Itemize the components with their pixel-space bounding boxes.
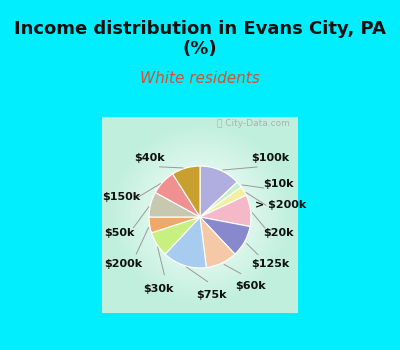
Text: $60k: $60k xyxy=(236,281,266,290)
Wedge shape xyxy=(200,217,250,254)
Text: $200k: $200k xyxy=(104,259,143,269)
Wedge shape xyxy=(200,195,251,226)
Wedge shape xyxy=(173,166,200,217)
Wedge shape xyxy=(149,217,200,233)
Wedge shape xyxy=(200,187,246,217)
Wedge shape xyxy=(155,174,200,217)
Text: ⓘ City-Data.com: ⓘ City-Data.com xyxy=(218,119,290,128)
Text: > $200k: > $200k xyxy=(255,200,306,210)
Text: $125k: $125k xyxy=(252,259,290,269)
Text: $30k: $30k xyxy=(144,284,174,294)
Wedge shape xyxy=(152,217,200,254)
Wedge shape xyxy=(200,182,241,217)
Text: $75k: $75k xyxy=(196,290,227,300)
Text: $50k: $50k xyxy=(104,228,135,238)
Text: White residents: White residents xyxy=(140,71,260,86)
Wedge shape xyxy=(165,217,206,268)
Wedge shape xyxy=(200,166,237,217)
Text: Income distribution in Evans City, PA
(%): Income distribution in Evans City, PA (%… xyxy=(14,20,386,58)
Text: $20k: $20k xyxy=(263,228,294,238)
Text: $40k: $40k xyxy=(134,153,164,163)
Text: $100k: $100k xyxy=(252,153,290,163)
Wedge shape xyxy=(149,193,200,217)
Text: $10k: $10k xyxy=(263,179,294,189)
Wedge shape xyxy=(200,217,235,267)
Text: $150k: $150k xyxy=(102,193,141,202)
